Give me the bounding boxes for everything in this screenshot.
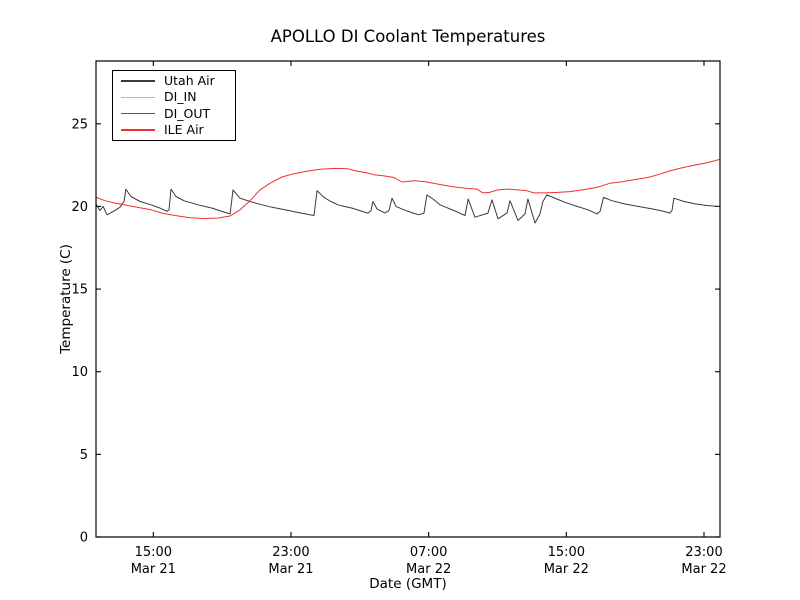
y-tick-label: 20 (71, 200, 88, 215)
series-line-ile-air (95, 158, 721, 219)
legend-line-utah-air (121, 80, 155, 82)
y-tick-label: 10 (71, 365, 88, 380)
x-tick-label-time: 23:00 (272, 545, 309, 560)
chart-title: APOLLO DI Coolant Temperatures (270, 27, 546, 46)
x-tick-label-time: 15:00 (548, 545, 585, 560)
x-tick-label-time: 07:00 (410, 545, 447, 560)
legend-label-utah-air: Utah Air (164, 73, 215, 89)
legend-item-di-out: DI_OUT (113, 106, 235, 122)
legend-item-ile-air: ILE Air (113, 122, 235, 138)
x-tick-label-date: Mar 22 (406, 562, 451, 577)
y-tick-label: 5 (80, 448, 88, 463)
series-line-utah-air (95, 188, 720, 224)
legend-item-utah-air: Utah Air (113, 73, 235, 89)
x-tick-label-time: 15:00 (135, 545, 172, 560)
legend-line-ile-air (121, 129, 155, 131)
x-tick-label-time: 23:00 (685, 545, 722, 560)
x-tick-label-date: Mar 21 (131, 562, 176, 577)
legend: Utah Air DI_IN DI_OUT ILE Air (112, 70, 236, 141)
legend-item-di-in: DI_IN (113, 89, 235, 105)
y-tick-label: 25 (71, 117, 88, 132)
legend-line-di-in (121, 96, 155, 99)
x-tick-label-date: Mar 22 (544, 562, 589, 577)
y-tick-label: 15 (71, 283, 88, 298)
legend-line-di-out (121, 112, 155, 115)
legend-label-ile-air: ILE Air (164, 121, 204, 137)
y-tick-label: 0 (80, 531, 88, 546)
x-tick-label-date: Mar 21 (268, 562, 313, 577)
plot-frame (95, 60, 721, 538)
legend-label-di-in: DI_IN (164, 89, 197, 105)
y-axis-label-text: Temperature (C) (58, 244, 74, 354)
legend-label-di-out: DI_OUT (164, 105, 211, 121)
x-axis-label: Date (GMT) (369, 576, 447, 592)
x-tick-label-date: Mar 22 (681, 562, 726, 577)
